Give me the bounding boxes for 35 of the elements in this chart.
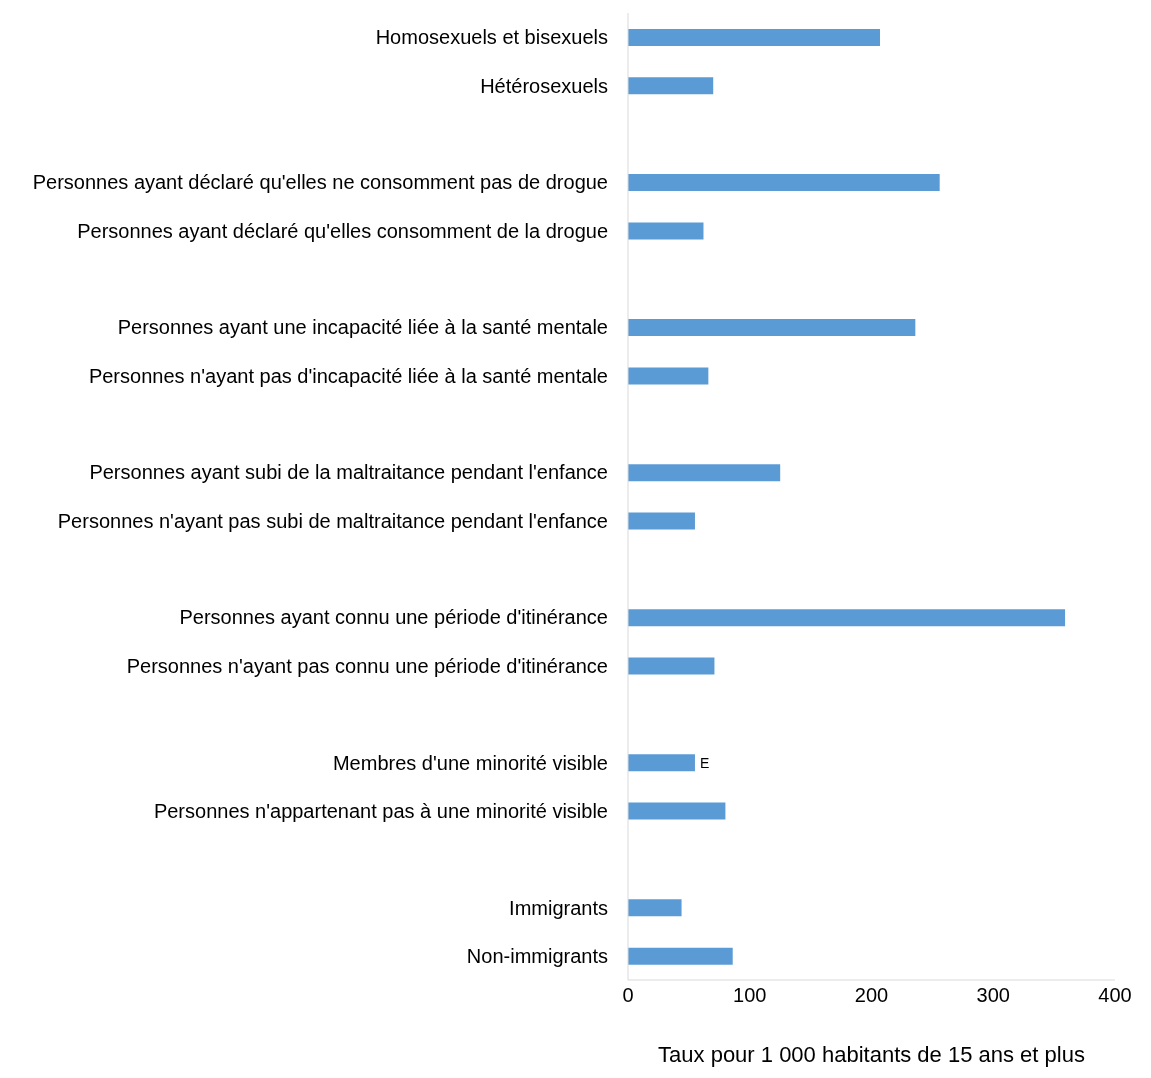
y-tick-label: Personnes ayant déclaré qu'elles ne consomment pas de drogue	[32, 171, 608, 194]
x-tick-label: 300	[976, 984, 1010, 1007]
x-tick-label: 0	[622, 984, 634, 1007]
y-tick-label: Membres d'une minorité visible	[332, 751, 608, 774]
y-tick-label: Immigrants	[509, 896, 608, 919]
x-tick-label: 400	[1098, 984, 1132, 1007]
y-tick-label: Personnes n'ayant pas connu une période d'itinérance	[126, 654, 608, 677]
y-tick-label: Personnes n'ayant pas subi de maltraitance pendant l'enfance	[57, 509, 608, 532]
bar	[628, 947, 733, 965]
bar	[628, 464, 781, 482]
y-tick-label: Personnes n'appartenant pas à une minorité visible	[153, 799, 608, 822]
y-tick-label: Hétérosexuels	[480, 74, 608, 97]
x-tick-label: 100	[733, 984, 767, 1007]
x-tick-label: 200	[854, 984, 889, 1007]
y-tick-label: Personnes ayant subi de la maltraitance pendant l'enfance	[89, 461, 608, 484]
bar	[628, 319, 916, 337]
bar	[628, 222, 704, 240]
y-tick-label: Personnes ayant déclaré qu'elles consomment de la drogue	[77, 219, 608, 242]
bar	[628, 802, 726, 820]
y-tick-label: Homosexuels et bisexuels	[375, 26, 608, 49]
bar	[628, 657, 715, 675]
x-axis-title: Taux pour 1 000 habitants de 15 ans et plus	[658, 1042, 1085, 1067]
bar	[628, 512, 695, 530]
bar	[628, 609, 1066, 627]
y-tick-label: Personnes n'ayant pas d'incapacité liée à la santé mentale	[88, 364, 608, 387]
y-tick-label: Non-immigrants	[466, 944, 608, 967]
bar	[628, 754, 695, 772]
bar	[628, 29, 881, 46]
bar	[628, 899, 682, 917]
y-tick-label: Personnes ayant connu une période d'itinérance	[179, 606, 608, 629]
bar	[628, 77, 714, 95]
bar	[628, 174, 940, 192]
data-label: E	[699, 754, 710, 771]
y-tick-label: Personnes ayant une incapacité liée à la santé mentale	[117, 316, 608, 339]
bar	[628, 367, 709, 385]
